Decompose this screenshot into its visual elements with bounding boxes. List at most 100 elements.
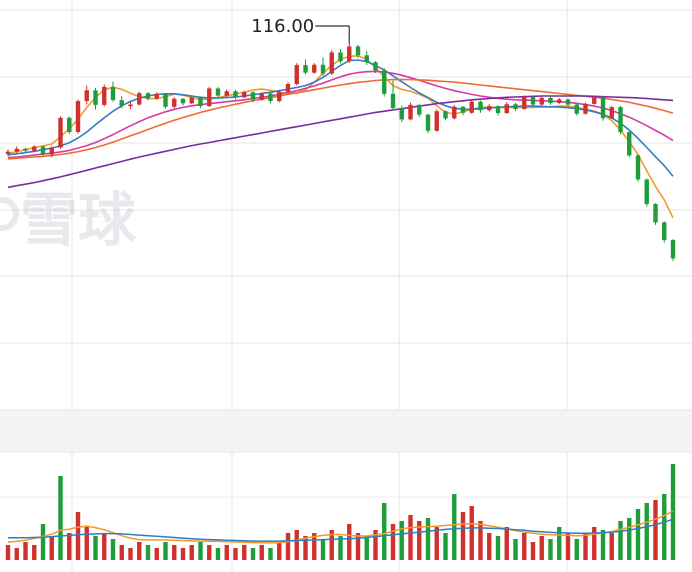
volume-bar-61 [539, 536, 544, 560]
candle-18 [163, 92, 168, 109]
candle-body [180, 98, 186, 104]
candle-body [495, 106, 501, 114]
candle-body [592, 97, 597, 104]
candle-7 [67, 116, 72, 134]
candle-41 [364, 51, 369, 66]
candle-body [242, 92, 247, 98]
candle-15 [137, 91, 142, 106]
candle-32 [285, 82, 291, 94]
candle-body [600, 97, 606, 119]
candle-37 [329, 50, 334, 75]
candle-51 [452, 104, 457, 120]
volume-bar-44 [390, 524, 396, 560]
volume-bar-14 [128, 548, 133, 560]
candle-body [93, 90, 98, 105]
candle-42 [373, 61, 378, 73]
candle-body [609, 107, 614, 119]
volume-bar-70 [618, 521, 623, 560]
candle-60 [530, 96, 536, 108]
max-price-marker: 116.00 [251, 16, 350, 44]
volume-bar-6 [58, 476, 63, 560]
candle-body [224, 91, 229, 96]
candle-body [215, 88, 221, 96]
volume-bar-75 [662, 494, 667, 560]
volume-bar-41 [364, 536, 369, 560]
volume-average-line-0 [7, 510, 674, 544]
candle-body [32, 146, 37, 151]
candle-16 [145, 92, 151, 101]
candle-72 [635, 154, 641, 182]
candle-53 [469, 99, 474, 114]
candle-67 [592, 96, 597, 105]
candle-26 [233, 89, 238, 100]
candle-1 [14, 146, 19, 154]
candle-body [49, 147, 54, 155]
candle-body [469, 101, 474, 113]
candle-50 [443, 110, 448, 121]
volume-bar-37 [329, 530, 334, 560]
candle-body [329, 52, 334, 74]
candle-body [303, 65, 308, 73]
candle-22 [198, 96, 203, 109]
candle-body [487, 106, 492, 111]
candle-20 [180, 97, 186, 106]
volume-bar-56 [495, 536, 501, 560]
candle-body [119, 100, 124, 107]
candle-57 [504, 102, 509, 114]
volume-bar-39 [347, 524, 352, 560]
volume-bar-74 [653, 500, 658, 560]
candle-56 [495, 105, 501, 116]
volume-bar-3 [32, 545, 37, 560]
candle-65 [574, 103, 579, 116]
volume-bar-50 [443, 533, 448, 560]
candle-body [434, 111, 439, 131]
volume-bar-17 [154, 548, 159, 560]
volume-bar-8 [75, 512, 81, 560]
volume-bar-2 [23, 542, 28, 560]
candle-74 [653, 203, 658, 225]
volume-bar-11 [102, 533, 107, 560]
panel-separator [0, 410, 692, 452]
candle-body [145, 93, 151, 99]
candle-body [198, 97, 203, 107]
volume-bar-67 [592, 527, 597, 560]
candle-23 [207, 86, 212, 108]
candle-body [250, 92, 256, 100]
candle-body [530, 96, 536, 105]
volume-bar-45 [399, 521, 404, 560]
candle-69 [609, 105, 614, 120]
volume-bar-5 [49, 536, 54, 560]
candle-48 [425, 113, 431, 133]
candle-33 [294, 63, 299, 86]
candle-body [285, 84, 291, 92]
volume-bar-18 [163, 542, 168, 560]
candle-body [373, 62, 378, 71]
candle-2 [23, 147, 28, 153]
candle-body [653, 204, 658, 223]
candle-body [522, 96, 527, 109]
candle-46 [408, 102, 413, 121]
candle-body [102, 86, 107, 105]
candle-76 [670, 239, 676, 261]
candle-38 [338, 48, 343, 64]
candlesticks [5, 43, 676, 261]
candle-body [548, 97, 553, 103]
candle-29 [259, 92, 264, 101]
candle-body [259, 93, 264, 100]
volume-bar-13 [119, 545, 124, 560]
candle-body [233, 91, 238, 98]
volume-bar-40 [355, 533, 361, 560]
volume-bar-22 [198, 542, 203, 560]
candle-25 [224, 89, 229, 97]
candle-body [338, 52, 343, 62]
candle-55 [487, 103, 492, 112]
candle-body [618, 107, 623, 133]
candle-21 [189, 96, 194, 105]
candle-body [390, 93, 396, 109]
candle-63 [557, 97, 562, 104]
candle-body [67, 117, 72, 133]
candle-58 [513, 102, 518, 112]
volume-bar-10 [93, 536, 98, 560]
candle-body [277, 91, 282, 102]
